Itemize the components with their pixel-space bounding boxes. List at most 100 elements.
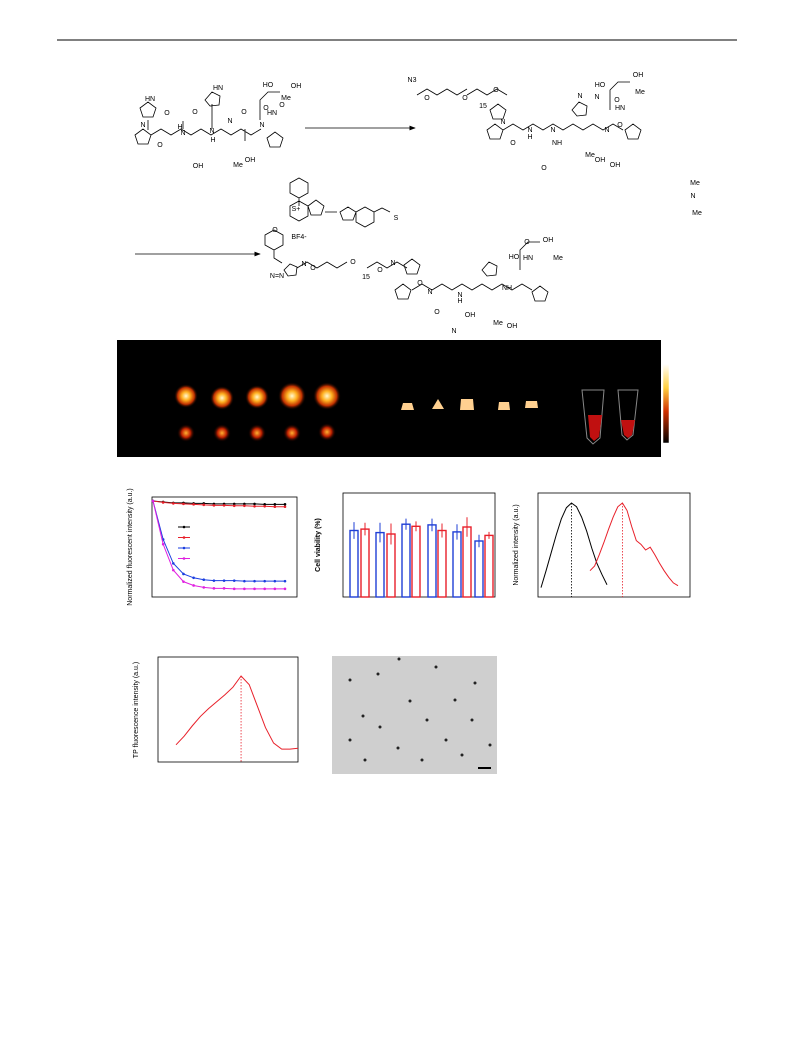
chem-label: Me <box>585 152 595 159</box>
bar <box>474 540 484 598</box>
data-point <box>212 587 216 590</box>
chem-label: N <box>457 292 462 299</box>
chem-label: OH <box>245 157 256 164</box>
data-point <box>222 504 226 507</box>
chem-label: O <box>493 87 499 94</box>
data-point <box>151 499 155 503</box>
chem-label: N <box>604 127 609 134</box>
bar <box>427 524 437 598</box>
chem-label: OH <box>507 323 518 330</box>
data-point <box>283 505 287 509</box>
y-axis-label: TP fluorescence intensity (a.u.) <box>133 662 140 758</box>
chem-label: O <box>192 109 198 116</box>
chem-label: O <box>157 142 163 149</box>
scheme-bonds <box>134 81 642 302</box>
bar <box>484 534 494 598</box>
data-point <box>161 501 165 504</box>
chem-label: O <box>524 239 530 246</box>
chem-label: OH <box>193 163 204 170</box>
chem-label: O <box>614 97 620 104</box>
data-point <box>172 562 175 565</box>
data-point <box>202 586 206 589</box>
data-point <box>243 504 246 508</box>
legend-marker <box>182 536 186 539</box>
data-point <box>263 579 266 583</box>
chem-label: N <box>227 118 232 125</box>
data-point <box>202 578 206 582</box>
chem-label: H <box>210 137 215 144</box>
chem-label: BF4- <box>291 234 307 241</box>
data-point <box>253 579 256 583</box>
chem-label: N <box>390 260 395 267</box>
chem-label: HN <box>615 105 625 112</box>
y-axis-label: Cell viability (%) <box>315 518 322 572</box>
chem-label: N <box>577 93 582 100</box>
data-point <box>212 579 216 582</box>
chem-label: S+ <box>292 206 301 213</box>
chem-label: HN <box>145 96 155 103</box>
data-point <box>192 576 195 580</box>
chem-label: NH <box>502 285 512 292</box>
chem-label: O <box>310 265 316 272</box>
chem-label: HO <box>263 82 274 89</box>
chem-label: O <box>462 95 468 102</box>
chem-label: H <box>527 134 532 141</box>
chem-label: OH <box>595 157 606 164</box>
data-point <box>243 502 246 506</box>
data-point <box>232 579 236 582</box>
chem-label: OH <box>610 162 621 169</box>
chem-label: O <box>434 309 440 316</box>
chem-label: N <box>180 130 185 137</box>
chem-label: HN <box>523 255 533 262</box>
bar <box>401 523 411 598</box>
chem-label: O <box>350 259 356 266</box>
data-point <box>243 587 246 591</box>
chem-label: O <box>272 227 278 234</box>
data-point <box>182 580 185 583</box>
legend-marker <box>182 546 186 550</box>
bar <box>360 528 370 598</box>
imaging-panel <box>117 340 670 457</box>
data-point <box>172 502 175 505</box>
chem-label: HN <box>213 85 223 92</box>
chem-label: HN <box>267 110 277 117</box>
chem-label: O <box>279 102 285 109</box>
chem-label: N <box>140 122 145 129</box>
tp-line <box>175 675 299 750</box>
chem-label: N <box>690 193 695 200</box>
data-point <box>161 542 165 546</box>
chem-label: Me <box>233 162 243 169</box>
chem-label: O <box>541 165 547 172</box>
data-point <box>263 503 266 506</box>
chem-label: Me <box>635 89 645 96</box>
spectrum-line <box>589 502 679 587</box>
data-point <box>212 504 216 507</box>
data-point <box>172 568 175 572</box>
chem-label: N <box>259 122 264 129</box>
chem-label: OH <box>633 72 644 79</box>
chem-label: H <box>457 298 462 305</box>
chem-label: S <box>394 215 399 222</box>
sem-image <box>332 656 497 774</box>
bar <box>411 525 421 598</box>
chem-label: N <box>550 127 555 134</box>
chem-label: N <box>427 289 432 296</box>
series-line <box>152 500 285 590</box>
chem-label: HO <box>509 254 520 261</box>
data-point <box>232 502 236 506</box>
chem-label: OH <box>291 83 302 90</box>
data-point <box>253 502 256 506</box>
chem-label: Me <box>692 210 702 217</box>
chem-label: 15 <box>479 103 487 110</box>
legend-marker <box>182 525 186 529</box>
chem-label: 15 <box>362 274 370 281</box>
chem-label: H <box>177 124 182 131</box>
bar <box>437 529 447 598</box>
data-point <box>202 503 206 507</box>
data-point <box>243 579 246 583</box>
chem-label: Me <box>690 180 700 187</box>
data-point <box>283 587 287 591</box>
data-point <box>263 587 266 591</box>
